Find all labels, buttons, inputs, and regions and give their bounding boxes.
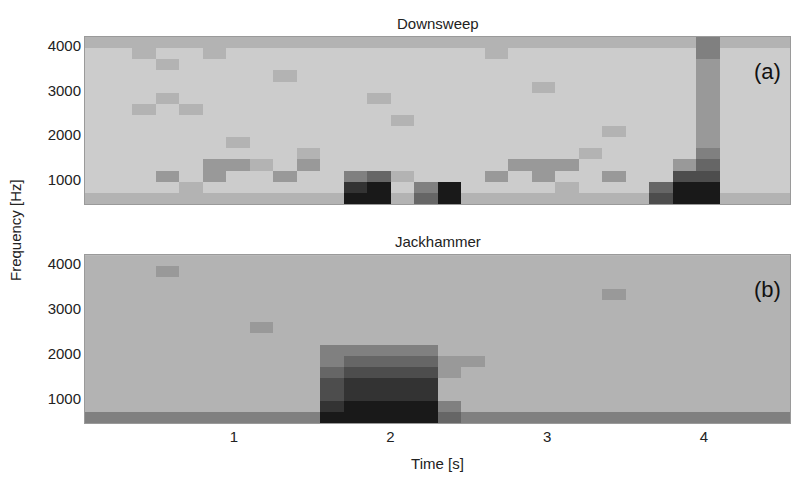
svg-text:1: 1 <box>230 428 238 445</box>
svg-text:4: 4 <box>700 428 708 445</box>
svg-text:1000: 1000 <box>48 390 81 407</box>
svg-text:(b): (b) <box>754 277 781 302</box>
svg-text:(a): (a) <box>754 59 781 84</box>
svg-text:3: 3 <box>543 428 551 445</box>
svg-text:3000: 3000 <box>48 300 81 317</box>
svg-text:1000: 1000 <box>48 171 81 188</box>
svg-text:Time [s]: Time [s] <box>411 455 464 472</box>
svg-text:Downsweep: Downsweep <box>397 15 479 32</box>
svg-text:2000: 2000 <box>48 126 81 143</box>
svg-text:4000: 4000 <box>48 255 81 272</box>
svg-text:2000: 2000 <box>48 345 81 362</box>
svg-text:4000: 4000 <box>48 37 81 54</box>
svg-text:2: 2 <box>386 428 394 445</box>
svg-text:Jackhammer: Jackhammer <box>395 233 481 250</box>
svg-text:3000: 3000 <box>48 82 81 99</box>
svg-text:Frequency [Hz]: Frequency [Hz] <box>7 179 24 281</box>
